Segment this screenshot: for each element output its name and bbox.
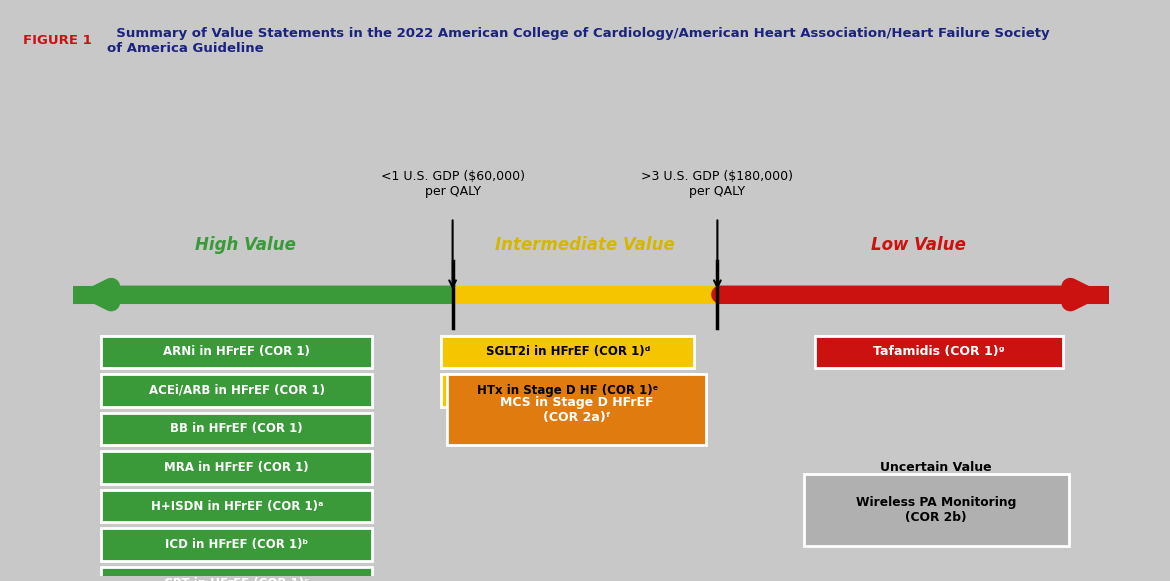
FancyBboxPatch shape [441, 336, 694, 368]
FancyBboxPatch shape [102, 528, 372, 561]
FancyBboxPatch shape [102, 451, 372, 484]
Text: Low Value: Low Value [872, 236, 966, 254]
Text: H+ISDN in HFrEF (COR 1)ᵃ: H+ISDN in HFrEF (COR 1)ᵃ [151, 500, 323, 512]
Text: FIGURE 1: FIGURE 1 [23, 34, 92, 47]
Text: Uncertain Value: Uncertain Value [880, 461, 992, 474]
FancyBboxPatch shape [102, 566, 372, 581]
Text: CRT in HFrEF (COR 1)ᶜ: CRT in HFrEF (COR 1)ᶜ [164, 576, 309, 581]
FancyBboxPatch shape [815, 336, 1062, 368]
Text: Wireless PA Monitoring
(COR 2b): Wireless PA Monitoring (COR 2b) [856, 496, 1017, 524]
Text: Tafamidis (COR 1)ᵍ: Tafamidis (COR 1)ᵍ [873, 345, 1005, 358]
FancyBboxPatch shape [102, 413, 372, 446]
Text: MCS in Stage D HFrEF
(COR 2a)ᶠ: MCS in Stage D HFrEF (COR 2a)ᶠ [500, 396, 653, 424]
Text: High Value: High Value [195, 236, 296, 254]
FancyBboxPatch shape [102, 490, 372, 522]
Text: ARNi in HFrEF (COR 1): ARNi in HFrEF (COR 1) [164, 345, 310, 358]
FancyBboxPatch shape [804, 474, 1068, 546]
Text: <1 U.S. GDP ($60,000)
per QALY: <1 U.S. GDP ($60,000) per QALY [380, 170, 524, 198]
Text: SGLT2i in HFrEF (COR 1)ᵈ: SGLT2i in HFrEF (COR 1)ᵈ [486, 345, 649, 358]
Text: >3 U.S. GDP ($180,000)
per QALY: >3 U.S. GDP ($180,000) per QALY [641, 170, 793, 198]
Text: MRA in HFrEF (COR 1): MRA in HFrEF (COR 1) [165, 461, 309, 474]
FancyBboxPatch shape [102, 336, 372, 368]
Text: Intermediate Value: Intermediate Value [495, 236, 675, 254]
Text: HTx in Stage D HF (COR 1)ᵉ: HTx in Stage D HF (COR 1)ᵉ [477, 384, 659, 397]
Text: Summary of Value Statements in the 2022 American College of Cardiology/American : Summary of Value Statements in the 2022 … [108, 27, 1049, 55]
FancyBboxPatch shape [102, 374, 372, 407]
FancyBboxPatch shape [447, 374, 706, 446]
FancyBboxPatch shape [441, 374, 694, 407]
Text: ACEi/ARB in HFrEF (COR 1): ACEi/ARB in HFrEF (COR 1) [149, 384, 325, 397]
Text: BB in HFrEF (COR 1): BB in HFrEF (COR 1) [171, 422, 303, 436]
Text: ICD in HFrEF (COR 1)ᵇ: ICD in HFrEF (COR 1)ᵇ [165, 538, 309, 551]
